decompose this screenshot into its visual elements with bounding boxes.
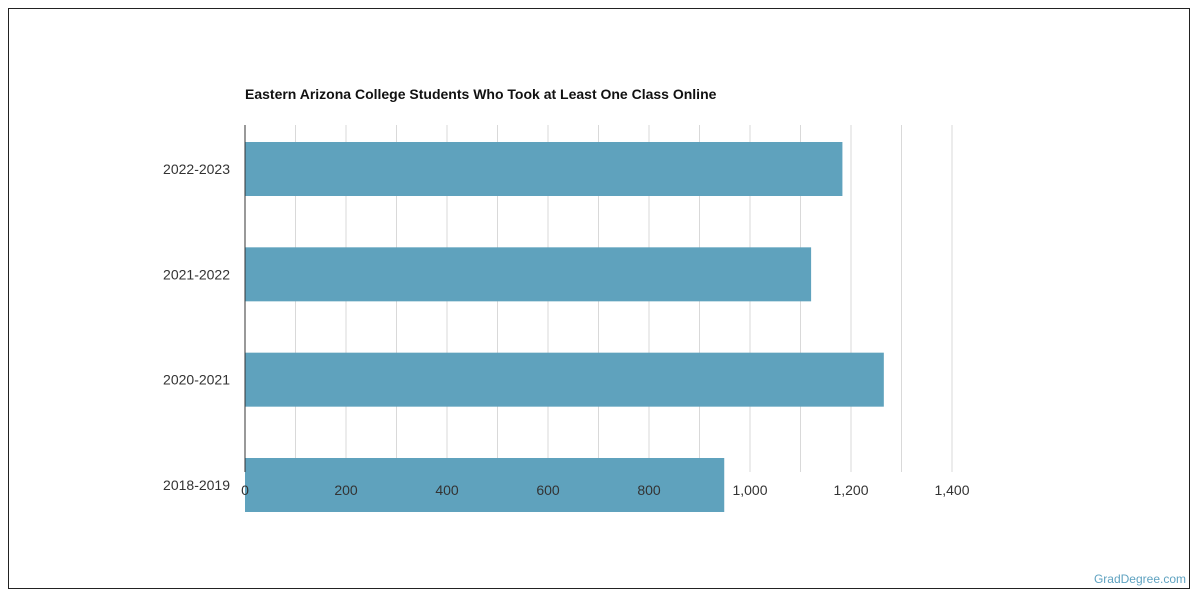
x-tick-label: 800	[637, 482, 661, 498]
x-tick-label: 600	[536, 482, 560, 498]
x-tick-labels: 0 200 400 600 800 1,000 1,200 1,400	[241, 482, 970, 498]
category-label: 2021-2022	[163, 266, 230, 282]
bar-2022-2023[interactable]	[245, 142, 843, 196]
x-tick-label: 200	[334, 482, 358, 498]
x-tick-label: 0	[241, 482, 249, 498]
category-label: 2022-2023	[163, 161, 230, 177]
bar-2018-2019[interactable]	[245, 458, 725, 512]
x-tick-label: 1,400	[934, 482, 969, 498]
x-tick-label: 1,200	[833, 482, 868, 498]
chart-title: Eastern Arizona College Students Who Too…	[245, 86, 717, 102]
bar-2020-2021[interactable]	[245, 352, 884, 407]
bars	[245, 142, 884, 512]
x-tick-label: 400	[435, 482, 459, 498]
category-label: 2020-2021	[163, 372, 230, 388]
bar-2021-2022[interactable]	[245, 247, 812, 302]
x-tick-label: 1,000	[732, 482, 767, 498]
source-watermark[interactable]: GradDegree.com	[1093, 572, 1186, 586]
category-labels: 2022-2023 2021-2022 2020-2021 2018-2019	[163, 161, 230, 493]
category-label: 2018-2019	[163, 477, 230, 493]
